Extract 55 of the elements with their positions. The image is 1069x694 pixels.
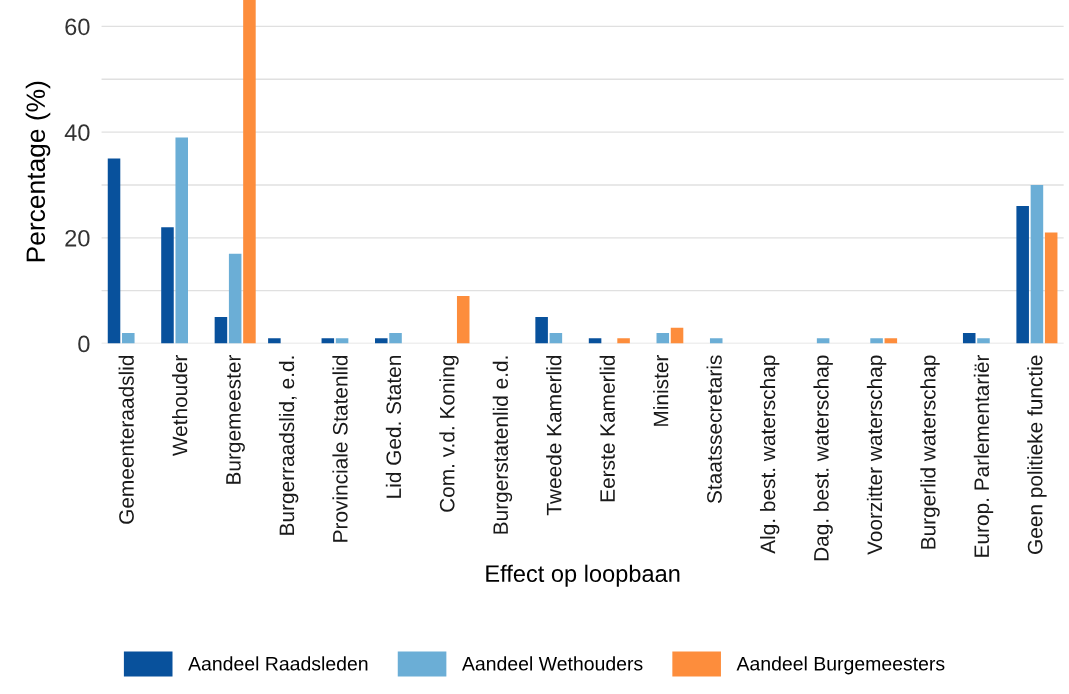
bar	[588, 338, 602, 344]
x-tick-label: Gemeenteraadslid	[118, 355, 134, 524]
bar	[816, 338, 830, 344]
y-tick-label: 40	[64, 124, 90, 141]
bar	[535, 317, 548, 344]
x-tick-label: Minister	[653, 354, 669, 426]
bar	[1016, 206, 1029, 344]
bar	[107, 158, 121, 344]
bar	[656, 332, 670, 344]
bar	[321, 338, 335, 344]
x-tick-label: Com. v.d. Koning	[439, 355, 459, 512]
x-tick-label: Tweede Kamerlid	[546, 355, 562, 516]
legend-label: Aandeel Raadsleden	[188, 656, 368, 671]
x-tick-label: Voorzitter waterschap	[866, 355, 887, 555]
x-tick-label: Dag. best. waterschap	[813, 355, 833, 561]
x-tick-label: Burgerlid waterschap	[920, 355, 940, 549]
bar	[617, 338, 630, 344]
bar	[335, 338, 349, 344]
x-axis-title: Effect op loopbaan	[486, 564, 680, 587]
x-tick-label: Wethouder	[172, 354, 188, 457]
x-tick-label: Burgerstatenlid e.d.	[492, 356, 513, 534]
x-tick-label: Provinciale Statenlid	[332, 355, 348, 542]
bar	[122, 332, 135, 344]
bar	[389, 332, 402, 344]
x-tick-label: Burgemeester	[226, 354, 245, 484]
bar	[214, 317, 228, 344]
bar	[549, 332, 563, 344]
x-tick-label: Lid Ged. Staten	[385, 355, 402, 498]
bar	[884, 338, 898, 344]
bar	[670, 327, 684, 344]
y-tick-label: 60	[65, 18, 90, 36]
legend-label: Aandeel Wethouders	[461, 656, 643, 671]
bar	[709, 338, 723, 344]
y-tick-label: 0	[78, 335, 90, 353]
x-tick-label: Burgerraadslid, e.d.	[278, 356, 299, 535]
legend-label: Aandeel Burgemeesters	[736, 656, 945, 675]
bar	[268, 338, 281, 344]
bar	[175, 137, 188, 344]
bar	[243, 0, 256, 344]
y-tick-label: 20	[65, 229, 90, 247]
bar	[228, 253, 242, 344]
x-tick-label: Staatssecretaris	[706, 355, 722, 504]
bar	[456, 295, 470, 344]
x-tick-label: Geen politieke functie	[1027, 355, 1047, 554]
bar	[1030, 184, 1044, 344]
bar	[870, 338, 883, 344]
x-tick-label: Europ. Parlementariër	[973, 354, 994, 557]
bar	[161, 227, 174, 344]
bar	[375, 338, 388, 344]
bar	[1044, 232, 1058, 344]
y-axis-title: Percentage (%)	[25, 81, 51, 262]
x-tick-label: Eerste Kamerlid	[599, 355, 615, 502]
x-tick-label: Alg. best. waterschap	[759, 355, 780, 554]
bar	[962, 332, 976, 344]
bar	[977, 338, 990, 344]
